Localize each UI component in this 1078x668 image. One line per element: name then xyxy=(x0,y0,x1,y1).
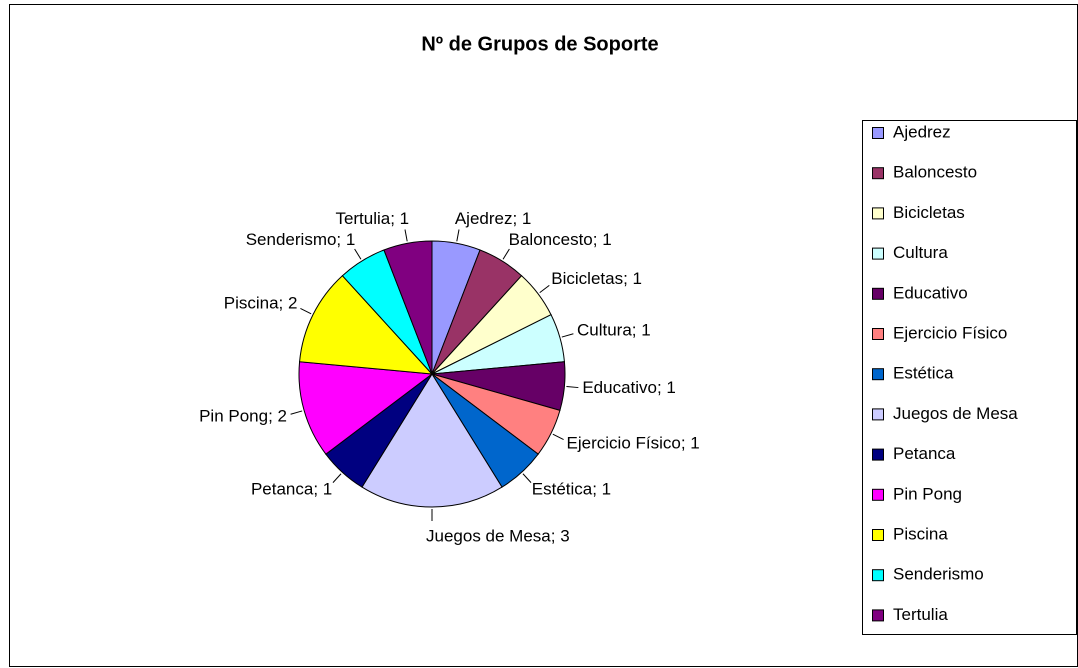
legend-label: Baloncesto xyxy=(893,163,977,182)
legend-swatch xyxy=(872,448,884,461)
chart-title: Nº de Grupos de Soporte xyxy=(421,33,658,55)
legend-label: Ejercicio Físico xyxy=(893,323,1007,342)
legend-swatch xyxy=(872,167,884,180)
legend-swatch xyxy=(872,207,884,220)
legend-swatch xyxy=(872,488,884,501)
leader-line xyxy=(561,333,574,338)
leader-line xyxy=(290,410,303,415)
legend-label: Pin Pong xyxy=(893,484,962,503)
leader-line xyxy=(354,248,362,260)
data-label: Baloncesto; 1 xyxy=(509,230,612,249)
pie-slice xyxy=(361,373,503,508)
leader-line xyxy=(566,385,579,389)
legend-box xyxy=(862,120,1077,635)
leader-line xyxy=(332,473,342,483)
data-label: Ejercicio Físico; 1 xyxy=(567,433,700,452)
leader-line xyxy=(522,473,532,483)
legend-swatch xyxy=(872,287,884,300)
legend-label: Bicicletas xyxy=(893,203,965,222)
legend-swatch xyxy=(872,609,884,622)
legend-label: Estética xyxy=(893,364,954,383)
leader-line xyxy=(552,433,564,440)
pie-slice xyxy=(383,240,433,375)
legend-label: Ajedrez xyxy=(893,122,951,141)
legend-label: Cultura xyxy=(893,243,948,262)
legend-swatch xyxy=(872,127,884,139)
legend-label: Senderismo xyxy=(893,565,984,584)
data-label: Petanca; 1 xyxy=(251,480,332,499)
legend-swatch xyxy=(872,368,884,381)
data-label: Pin Pong; 2 xyxy=(199,406,287,425)
data-label: Piscina; 2 xyxy=(224,294,298,313)
legend-swatch xyxy=(872,408,884,421)
leader-line xyxy=(539,285,550,294)
data-label: Tertulia; 1 xyxy=(335,209,409,228)
pie-slice xyxy=(298,361,434,455)
pie-slice xyxy=(299,275,434,375)
leader-line xyxy=(502,248,510,260)
legend-swatch xyxy=(872,529,884,541)
legend-label: Piscina xyxy=(893,524,948,543)
legend-swatch xyxy=(872,569,884,582)
leader-line xyxy=(300,308,312,315)
data-label: Estética; 1 xyxy=(532,480,611,499)
data-label: Senderismo; 1 xyxy=(246,230,356,249)
data-label: Ajedrez; 1 xyxy=(455,209,532,228)
leader-line xyxy=(404,229,408,242)
legend-swatch xyxy=(872,328,884,340)
data-label: Educativo; 1 xyxy=(582,378,676,397)
data-label: Bicicletas; 1 xyxy=(551,269,642,288)
data-label: Juegos de Mesa; 3 xyxy=(426,526,570,545)
legend-label: Juegos de Mesa xyxy=(893,404,1018,423)
legend-label: Tertulia xyxy=(893,605,948,624)
legend-label: Petanca xyxy=(893,444,956,463)
legend-label: Educativo xyxy=(893,283,968,302)
data-label: Cultura; 1 xyxy=(577,321,651,340)
leader-line xyxy=(456,229,460,242)
legend-swatch xyxy=(872,247,884,260)
